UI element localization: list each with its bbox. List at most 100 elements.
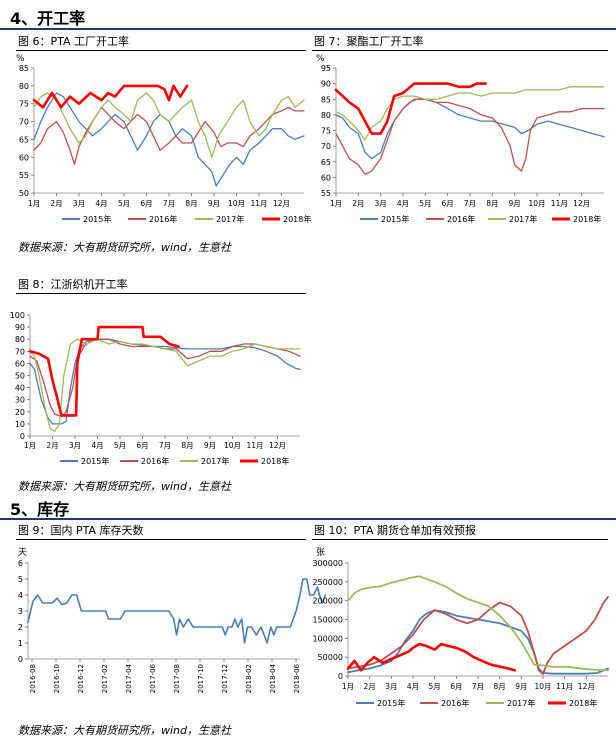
x-tick-label: 10月 bbox=[528, 199, 545, 208]
x-tick-label: 2017-06 bbox=[149, 663, 157, 693]
x-tick-label: 2月 bbox=[50, 199, 62, 208]
x-tick-label: 2月 bbox=[364, 682, 376, 691]
legend-label: 2018年 bbox=[569, 698, 597, 708]
legend-label: 2016年 bbox=[447, 214, 475, 224]
series-line bbox=[335, 98, 605, 175]
data-source-note: 数据来源：大有期货研究所，wind，生意社 bbox=[18, 241, 232, 254]
y-tick-label: 70 bbox=[321, 142, 331, 151]
y-tick-label: 50000 bbox=[318, 653, 343, 662]
x-tick-label: 6月 bbox=[450, 682, 462, 691]
y-tick-label: 20 bbox=[15, 408, 25, 417]
x-tick-label: 3月 bbox=[385, 682, 397, 691]
figure-caption: 图 7：聚酯工厂开工率 bbox=[314, 35, 424, 48]
x-tick-label: 2016-12 bbox=[77, 664, 85, 693]
y-tick-label: 95 bbox=[321, 64, 331, 73]
series-line bbox=[347, 596, 609, 676]
y-tick-label: 80 bbox=[321, 111, 331, 120]
caption-rule bbox=[312, 539, 608, 540]
x-tick-label: 10月 bbox=[534, 682, 551, 691]
x-tick-label: 8月 bbox=[181, 441, 193, 450]
x-tick-label: 4月 bbox=[397, 199, 409, 208]
figure-caption: 图 9：国内 PTA 库存天数 bbox=[18, 524, 144, 537]
chart-loom-utilization: 0 10 20 30 40 50 60 70 80 90 100 1月 2月 3月 4月 5月 6月 7月 8月 9月… bbox=[10, 311, 301, 466]
x-tick-label: 8月 bbox=[494, 682, 506, 691]
legend-label: 2016年 bbox=[149, 214, 177, 224]
x-tick-label: 11月 bbox=[556, 682, 573, 691]
y-tick-label: 0 bbox=[20, 432, 25, 441]
x-tick-label: 12月 bbox=[573, 199, 590, 208]
section-divider bbox=[0, 518, 616, 520]
series-line bbox=[346, 642, 517, 672]
x-tick-label: 4月 bbox=[95, 199, 107, 208]
legend-label: 2018年 bbox=[261, 456, 289, 466]
legend-label: 2015年 bbox=[83, 214, 111, 224]
legend-label: 2017年 bbox=[201, 456, 229, 466]
legend-label: 2015年 bbox=[81, 456, 109, 466]
x-tick-label: 12月 bbox=[269, 441, 286, 450]
x-tick-label: 12月 bbox=[273, 199, 290, 208]
x-tick-label: 2018-06 bbox=[293, 663, 301, 693]
caption-rule bbox=[312, 50, 608, 51]
y-tick-label: 40 bbox=[15, 384, 25, 393]
y-tick-label: 200000 bbox=[312, 597, 343, 606]
y-tick-label: 90 bbox=[321, 80, 331, 89]
y-tick-label: 85 bbox=[321, 95, 331, 104]
x-tick-label: 2月 bbox=[46, 441, 58, 450]
x-tick-label: 4月 bbox=[407, 682, 419, 691]
y-tick-label: 100000 bbox=[312, 634, 343, 643]
x-tick-label: 3月 bbox=[375, 199, 387, 208]
x-tick-label: 1月 bbox=[330, 199, 342, 208]
series-line bbox=[33, 92, 305, 187]
figure-caption: 图 10：PTA 期货仓单加有效预报 bbox=[314, 524, 477, 537]
y-tick-label: 50 bbox=[15, 372, 25, 381]
x-tick-label: 10月 bbox=[228, 199, 245, 208]
section-title-inventory: 5、库存 bbox=[10, 500, 70, 519]
y-tick-label: 5 bbox=[18, 575, 23, 584]
y-tick-label: 150000 bbox=[312, 616, 343, 625]
y-tick-label: 80 bbox=[19, 82, 29, 91]
x-tick-label: 9月 bbox=[204, 441, 216, 450]
x-tick-label: 7月 bbox=[472, 682, 484, 691]
series-line bbox=[335, 98, 605, 160]
x-tick-label: 6月 bbox=[442, 199, 454, 208]
chart-pta-plant-utilization: % 50 55 60 65 70 75 80 85 1月 2月 3月 4月 5月 6月 7月 8月 9月 10月 11… bbox=[16, 54, 311, 224]
x-tick-label: 1月 bbox=[342, 682, 354, 691]
series-line bbox=[347, 575, 609, 672]
y-tick-label: 70 bbox=[19, 118, 29, 127]
series-line bbox=[29, 338, 301, 418]
x-tick-label: 7月 bbox=[464, 199, 476, 208]
y-tick-label: 250000 bbox=[312, 578, 343, 587]
unit-label: 天 bbox=[18, 548, 27, 558]
x-tick-label: 8月 bbox=[185, 199, 197, 208]
y-tick-label: 55 bbox=[321, 189, 331, 198]
y-tick-label: 85 bbox=[19, 64, 29, 73]
y-tick-label: 60 bbox=[19, 153, 29, 162]
y-tick-label: 0 bbox=[338, 672, 343, 681]
x-tick-label: 3月 bbox=[73, 199, 85, 208]
x-tick-label: 1月 bbox=[28, 199, 40, 208]
series-line bbox=[33, 92, 305, 158]
y-tick-label: 70 bbox=[15, 347, 25, 356]
series-line bbox=[29, 338, 301, 425]
y-tick-label: 1 bbox=[18, 639, 23, 648]
x-tick-label: 4月 bbox=[91, 441, 103, 450]
x-tick-label: 2018-04 bbox=[269, 663, 277, 693]
figure-caption: 图 6：PTA 工厂开工率 bbox=[18, 35, 130, 48]
y-tick-label: 100 bbox=[10, 311, 25, 320]
x-tick-label: 9月 bbox=[208, 199, 220, 208]
x-tick-label: 2016-08 bbox=[29, 664, 37, 693]
y-tick-label: 75 bbox=[19, 100, 29, 109]
x-tick-label: 5月 bbox=[114, 441, 126, 450]
x-tick-label: 5月 bbox=[419, 199, 431, 208]
x-tick-label: 6月 bbox=[140, 199, 152, 208]
x-tick-label: 2017-12 bbox=[221, 664, 229, 693]
x-tick-label: 2017-10 bbox=[197, 664, 205, 693]
x-tick-label: 2017-04 bbox=[125, 663, 133, 693]
unit-label: 张 bbox=[316, 547, 325, 558]
chart-pta-inventory-days: 天 0 1 2 3 4 5 6 2016-08 2016-10 2016-12 2017-02 2017… bbox=[18, 548, 327, 693]
x-tick-label: 3月 bbox=[69, 441, 81, 450]
y-tick-label: 75 bbox=[321, 127, 331, 136]
y-tick-label: 4 bbox=[18, 591, 23, 600]
legend-label: 2017年 bbox=[507, 698, 535, 708]
x-tick-label: 11月 bbox=[246, 441, 263, 450]
